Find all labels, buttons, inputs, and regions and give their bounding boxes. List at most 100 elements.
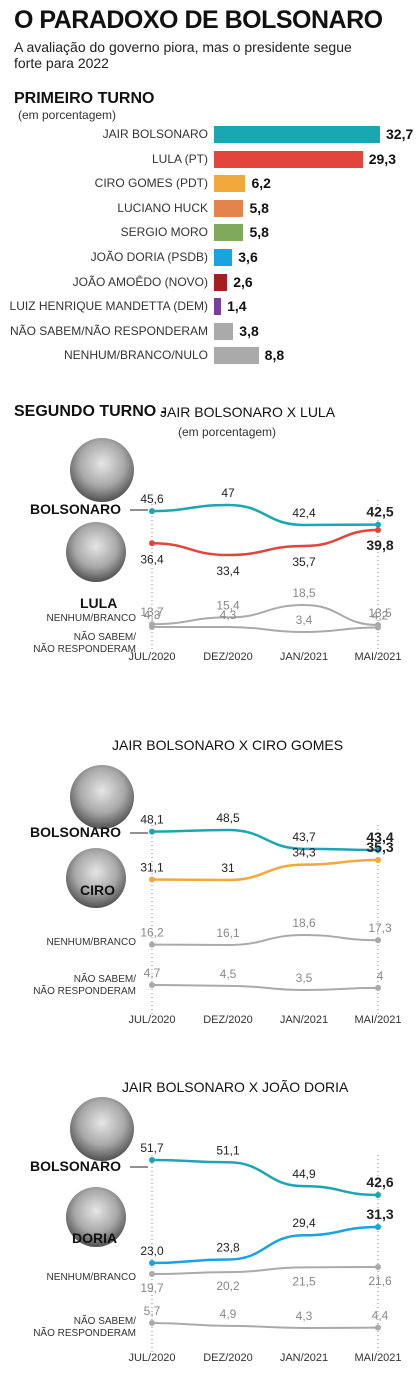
series-line [151,984,379,992]
page-subtitle: A avaliação do governo piora, mas o pres… [14,39,352,71]
doria-photo [66,1187,126,1247]
series-point [149,1157,155,1163]
series-value-label: 4,3 [144,608,161,622]
series-value-label: 17,3 [368,921,392,935]
series-value-label: 42,5 [366,504,393,520]
series-value-label: 13,5 [368,606,392,620]
series-value-label: 4 [377,969,384,983]
series-value-label: 4,7 [144,966,161,980]
series-value-label: 48,5 [216,811,240,825]
series-line [151,828,379,852]
series-value-label: 5,7 [144,1304,161,1318]
page-title: O PARADOXO DE BOLSONARO [14,6,383,34]
bar [214,249,233,266]
bolsonaro-photo-1 [70,438,134,502]
series-value-label: 13,7 [140,605,164,619]
second-round-heading: SEGUNDO TURNO - [14,403,166,420]
bar-label: JOÃO DORIA (PSDB) [90,250,208,264]
bar-row: NENHUM/BRANCO/NULO 8,8 [0,347,420,365]
series-line [152,625,379,634]
series-value-label: 4,4 [372,1309,389,1323]
series-point [149,540,155,547]
bar-label: LUCIANO HUCK [117,200,208,215]
series-point [149,876,155,883]
series-value-label: 47 [221,486,235,500]
series-line [151,858,379,882]
series-point [149,828,155,835]
x-tick-label: MAI/2021 [354,651,401,663]
bar-label: SERGIO MORO [120,225,208,240]
x-tick-label: JUL/2020 [128,1014,175,1026]
series-point [375,624,381,631]
series-line [151,1266,379,1275]
lula-photo [66,522,126,582]
ciro-photo [66,848,126,908]
series-value-label: 23,8 [216,1241,240,1255]
first-round-unit: (em porcentagem) [18,108,117,122]
series-value-label: 4,3 [296,1309,313,1323]
series-name-label: NENHUM/BRANCO [47,937,137,948]
series-value-label: 31 [221,861,235,875]
series-point [149,624,155,630]
bar-value-label: 6,2 [251,175,271,192]
series-value-label: 31,3 [366,1206,393,1222]
series-name-label: LULA [80,595,117,611]
bolsonaro-photo-3 [70,1097,134,1161]
series-name-label: NENHUM/BRANCO [47,1272,137,1283]
series-value-label: 35,3 [366,839,393,855]
x-tick-label: JAN/2021 [280,651,328,663]
series-point [149,941,155,948]
series-line [151,603,379,626]
bar-value-label: 2,6 [233,273,253,290]
series-value-label: 39,8 [366,537,393,553]
bar-label: NENHUM/BRANCO/NULO [63,348,208,363]
x-tick-label: DEZ/2020 [203,1352,253,1364]
bar-row: NÃO SABEM/NÃO RESPONDERAM 3,8 [0,322,420,341]
bar-label: JAIR BOLSONARO [102,127,208,141]
x-tick-label: JAN/2021 [280,1352,328,1364]
series-point [149,982,155,988]
series-value-label: 36,4 [140,552,164,566]
x-tick-label: JAN/2021 [280,1014,328,1026]
series-value-label: 51,7 [140,1141,164,1155]
bar-value-label: 5,8 [249,224,269,241]
series-value-label: 4,2 [372,609,389,623]
series-value-label: 23,0 [140,1244,164,1258]
series-name-label: NÃO RESPONDERAM [33,984,136,997]
bar-value-label: 1,4 [227,298,247,315]
series-value-label: 19,7 [140,1281,164,1295]
series-name-label: BOLSONARO [30,824,121,840]
bar [214,322,234,340]
bar-row: JOÃO DORIA (PSDB) 3,6 [0,249,420,267]
bar-value-label: 3,6 [238,249,258,265]
series-name-label: NÃO SABEM/ [74,630,136,643]
series-point [375,847,381,853]
x-tick-label: DEZ/2020 [203,1014,253,1026]
series-point [149,1260,155,1266]
series-value-label: 42,4 [292,506,316,520]
chart-3-title: JAIR BOLSONARO X JOÃO DORIA [122,1079,349,1095]
series-point [375,1224,381,1230]
first-round-heading: PRIMEIRO TURNO [14,90,155,107]
series-point [375,1192,381,1198]
bar-row: LUIZ HENRIQUE MANDETTA (DEM) 1,4 [0,298,420,316]
bar-row: CIRO GOMES (PDT) 6,2 [0,175,420,193]
bar-row: JAIR BOLSONARO 32,7 [0,126,420,144]
bar-row: SERGIO MORO 5,8 [0,224,420,242]
series-point [375,521,381,528]
series-value-label: 29,4 [292,1216,316,1230]
series-name-label: NÃO SABEM/ [74,972,136,985]
series-point [149,1271,155,1277]
series-value-label: 4,3 [220,608,237,622]
series-value-label: 33,4 [216,564,240,578]
bar-row: LUCIANO HUCK 5,8 [0,199,420,218]
chart-2-title: JAIR BOLSONARO X CIRO GOMES [112,737,344,753]
series-value-label: 4,5 [220,967,237,981]
series-line [151,1225,379,1265]
series-point [375,527,381,533]
series-name-label: BOLSONARO [30,501,121,517]
x-tick-label: JUL/2020 [128,1352,175,1364]
series-value-label: 18,6 [292,916,316,930]
